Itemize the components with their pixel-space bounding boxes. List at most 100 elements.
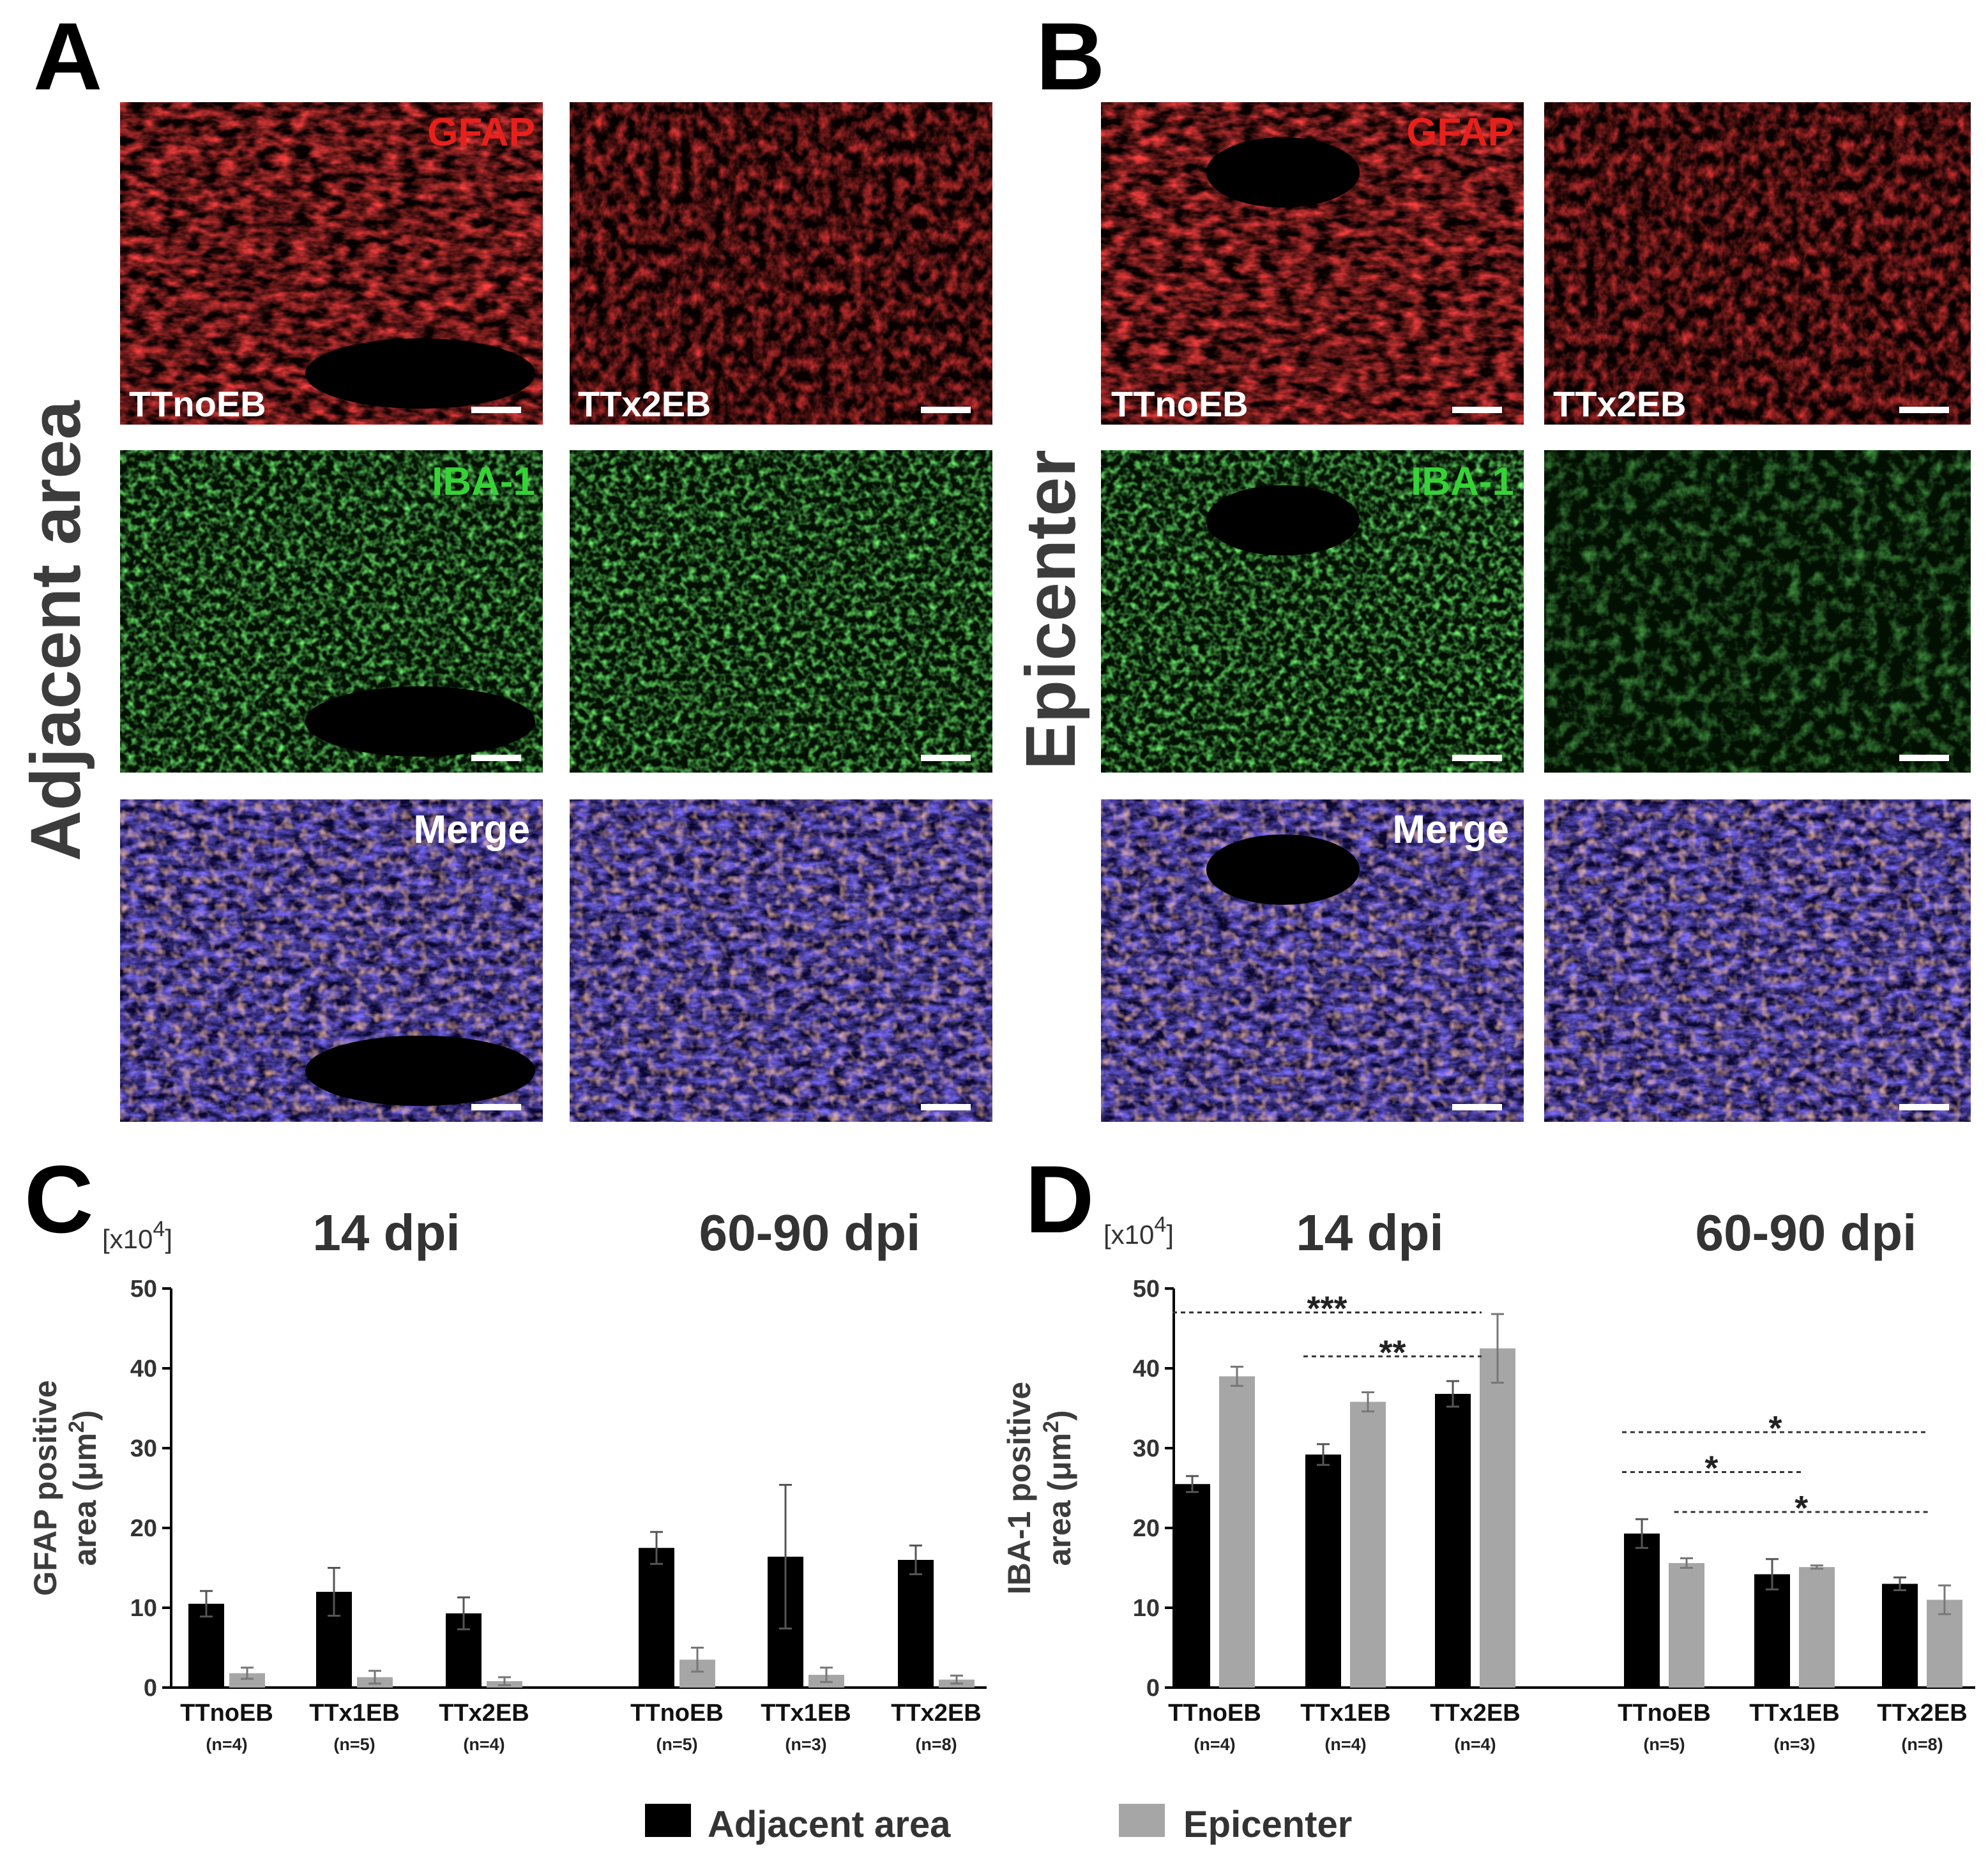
category-label: TTx2EB [1877,1700,1967,1727]
row-label-adjacent-area: Adjacent area [17,400,95,861]
error-bar [1362,1391,1374,1412]
condition-label-ttnoeb: TTnoEB [1111,384,1248,424]
bar-epicenter-1 [1350,1402,1386,1688]
error-bar [368,1670,381,1685]
y-axis-label-line2: area (μm2) [64,1410,103,1566]
y-tick-label: 20 [130,1515,157,1542]
n-label: (n=4) [1194,1735,1235,1754]
group-title-1: 60-90 dpi [699,1204,921,1261]
chart-d-iba1: 0 10 20 30 40 50 IBA-1 positive area (μm2) [x104… [1001,1204,1975,1754]
scale-bar [1452,407,1502,413]
scale-bar [1452,1104,1502,1110]
category-label: TTnoEB [1168,1700,1261,1727]
micrograph-b-merge-ttx2eb [1544,799,1971,1122]
micrograph-a-merge-ttnoeb [120,799,543,1122]
error-bar [1317,1443,1330,1466]
stain-label-iba1: IBA-1 [432,460,535,504]
y-tick-label: 0 [144,1675,157,1702]
panel-letter-a: A [33,3,102,110]
bar-adjacent-3 [639,1548,674,1688]
micrograph-a-gfap-ttx2eb [570,102,992,425]
micrograph-grid: GFAP IBA-1 Merge GFAP IBA-1 Merge TTnoEB TTx2EB… [120,102,1971,1122]
bar-adjacent-5 [1882,1584,1918,1688]
n-label: (n=4) [206,1735,247,1754]
category-label: TTx1EB [1749,1700,1839,1727]
y-axis-label-line1: GFAP positive [27,1380,63,1596]
bar-epicenter-3 [1669,1563,1704,1688]
error-bar [1680,1557,1693,1569]
n-label: (n=3) [1773,1735,1815,1754]
bar-adjacent-0 [1174,1484,1210,1688]
scale-bar [1899,755,1949,761]
scale-bar [921,1104,971,1110]
n-label: (n=4) [1454,1735,1496,1754]
panel-letter-b: B [1036,3,1105,110]
bar-epicenter-0 [1219,1376,1255,1688]
condition-label-ttx2eb: TTx2EB [1553,384,1687,424]
y-tick-label: 40 [130,1356,157,1382]
legend: Adjacent area Epicenter [645,1804,1352,1845]
bar-adjacent-2 [1435,1394,1471,1688]
n-label: (n=4) [463,1735,505,1754]
significance-stars: *** [1307,1290,1347,1328]
micrograph-b-merge-ttnoeb [1101,799,1524,1122]
error-bar [779,1484,792,1629]
y-tick-label: 10 [130,1595,157,1622]
stain-label-gfap: GFAP [427,110,535,155]
error-bar [498,1676,511,1686]
scale-bar [1899,407,1949,413]
legend-label-adjacent: Adjacent area [708,1804,951,1845]
chart-c-gfap: 0 10 20 30 40 50 GFAP positive area (μm2) [x104]… [27,1204,987,1754]
error-bar [200,1590,213,1618]
error-bar [691,1647,704,1673]
y-tick-label: 30 [1133,1435,1160,1462]
micrograph-a-iba1-ttnoeb [120,450,543,773]
bar-adjacent-3 [1624,1533,1660,1688]
n-label: (n=5) [656,1735,697,1754]
scale-bar [471,407,521,413]
scale-bar [471,1104,521,1110]
category-label: TTnoEB [630,1700,724,1727]
y-tick-label: 50 [130,1276,157,1303]
significance-stars: * [1768,1409,1782,1447]
micrograph-a-gfap-ttnoeb [120,102,543,425]
stain-label-merge: Merge [413,808,530,852]
bar-adjacent-5 [898,1560,934,1688]
scale-bar [921,407,971,413]
category-label: TTx1EB [309,1700,399,1727]
scale-bar [1899,1104,1949,1110]
legend-swatch-epicenter [1119,1804,1165,1837]
n-label: (n=5) [1643,1735,1685,1754]
category-label: TTx2EB [891,1700,981,1727]
n-label: (n=3) [785,1735,826,1754]
error-bar [1938,1584,1951,1615]
significance-stars: ** [1379,1333,1406,1372]
micrograph-b-iba1-ttx2eb [1544,450,1971,773]
category-label: TTnoEB [1618,1700,1711,1727]
n-label: (n=5) [333,1735,375,1754]
y-axis-label-line1: IBA-1 positive [1001,1382,1037,1594]
bar-epicenter-4 [1799,1567,1835,1688]
legend-swatch-adjacent [645,1804,691,1837]
legend-label-epicenter: Epicenter [1183,1804,1352,1845]
bar-epicenter-2 [1480,1348,1515,1688]
scale-bar [1452,755,1502,761]
y-tick-label: 30 [130,1435,157,1462]
n-label: (n=8) [915,1735,957,1754]
error-bar [457,1596,470,1631]
y-tick-label: 50 [1133,1276,1160,1303]
error-bar [328,1567,340,1617]
y-tick-label: 40 [1133,1356,1160,1382]
error-bar [1186,1475,1199,1493]
category-label: TTx1EB [761,1700,851,1727]
error-bar [241,1667,254,1680]
error-bar [1766,1558,1779,1591]
micrograph-a-merge-ttx2eb [570,799,992,1122]
significance-stars: * [1795,1489,1808,1527]
y-axis-label-line2: area (μm2) [1039,1410,1077,1566]
bar-adjacent-4 [1754,1574,1790,1688]
error-bar [1893,1576,1906,1591]
group-title-0: 14 dpi [1296,1204,1443,1261]
micrograph-b-iba1-ttnoeb [1101,450,1524,773]
